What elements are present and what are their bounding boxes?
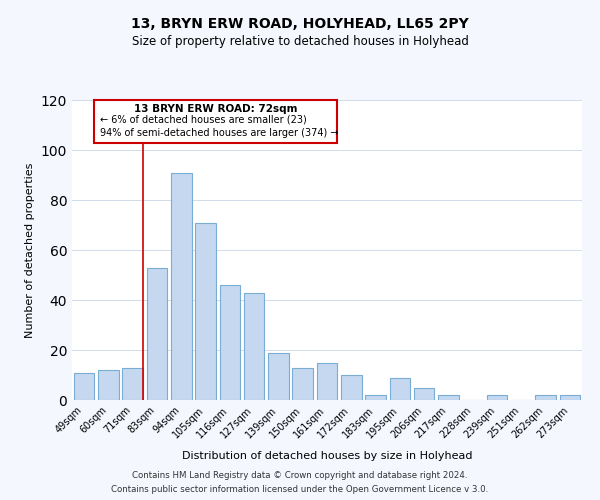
Bar [122, 368, 143, 400]
Bar [74, 372, 94, 400]
Bar [341, 375, 362, 400]
Bar [365, 395, 386, 400]
Bar [487, 395, 508, 400]
Bar [195, 222, 216, 400]
Text: Contains public sector information licensed under the Open Government Licence v : Contains public sector information licen… [112, 486, 488, 494]
Bar [244, 292, 265, 400]
Text: Contains HM Land Registry data © Crown copyright and database right 2024.: Contains HM Land Registry data © Crown c… [132, 472, 468, 480]
Text: ← 6% of detached houses are smaller (23): ← 6% of detached houses are smaller (23) [100, 115, 307, 125]
Y-axis label: Number of detached properties: Number of detached properties [25, 162, 35, 338]
Bar [220, 285, 240, 400]
Bar [414, 388, 434, 400]
Bar [268, 352, 289, 400]
Bar [98, 370, 119, 400]
X-axis label: Distribution of detached houses by size in Holyhead: Distribution of detached houses by size … [182, 451, 472, 461]
FancyBboxPatch shape [94, 100, 337, 142]
Bar [317, 362, 337, 400]
Text: 13 BRYN ERW ROAD: 72sqm: 13 BRYN ERW ROAD: 72sqm [134, 104, 297, 114]
Bar [146, 268, 167, 400]
Text: Size of property relative to detached houses in Holyhead: Size of property relative to detached ho… [131, 35, 469, 48]
Bar [560, 395, 580, 400]
Bar [535, 395, 556, 400]
Bar [292, 368, 313, 400]
Bar [389, 378, 410, 400]
Text: 13, BRYN ERW ROAD, HOLYHEAD, LL65 2PY: 13, BRYN ERW ROAD, HOLYHEAD, LL65 2PY [131, 18, 469, 32]
Bar [171, 172, 191, 400]
Text: 94% of semi-detached houses are larger (374) →: 94% of semi-detached houses are larger (… [100, 128, 338, 138]
Bar [438, 395, 459, 400]
